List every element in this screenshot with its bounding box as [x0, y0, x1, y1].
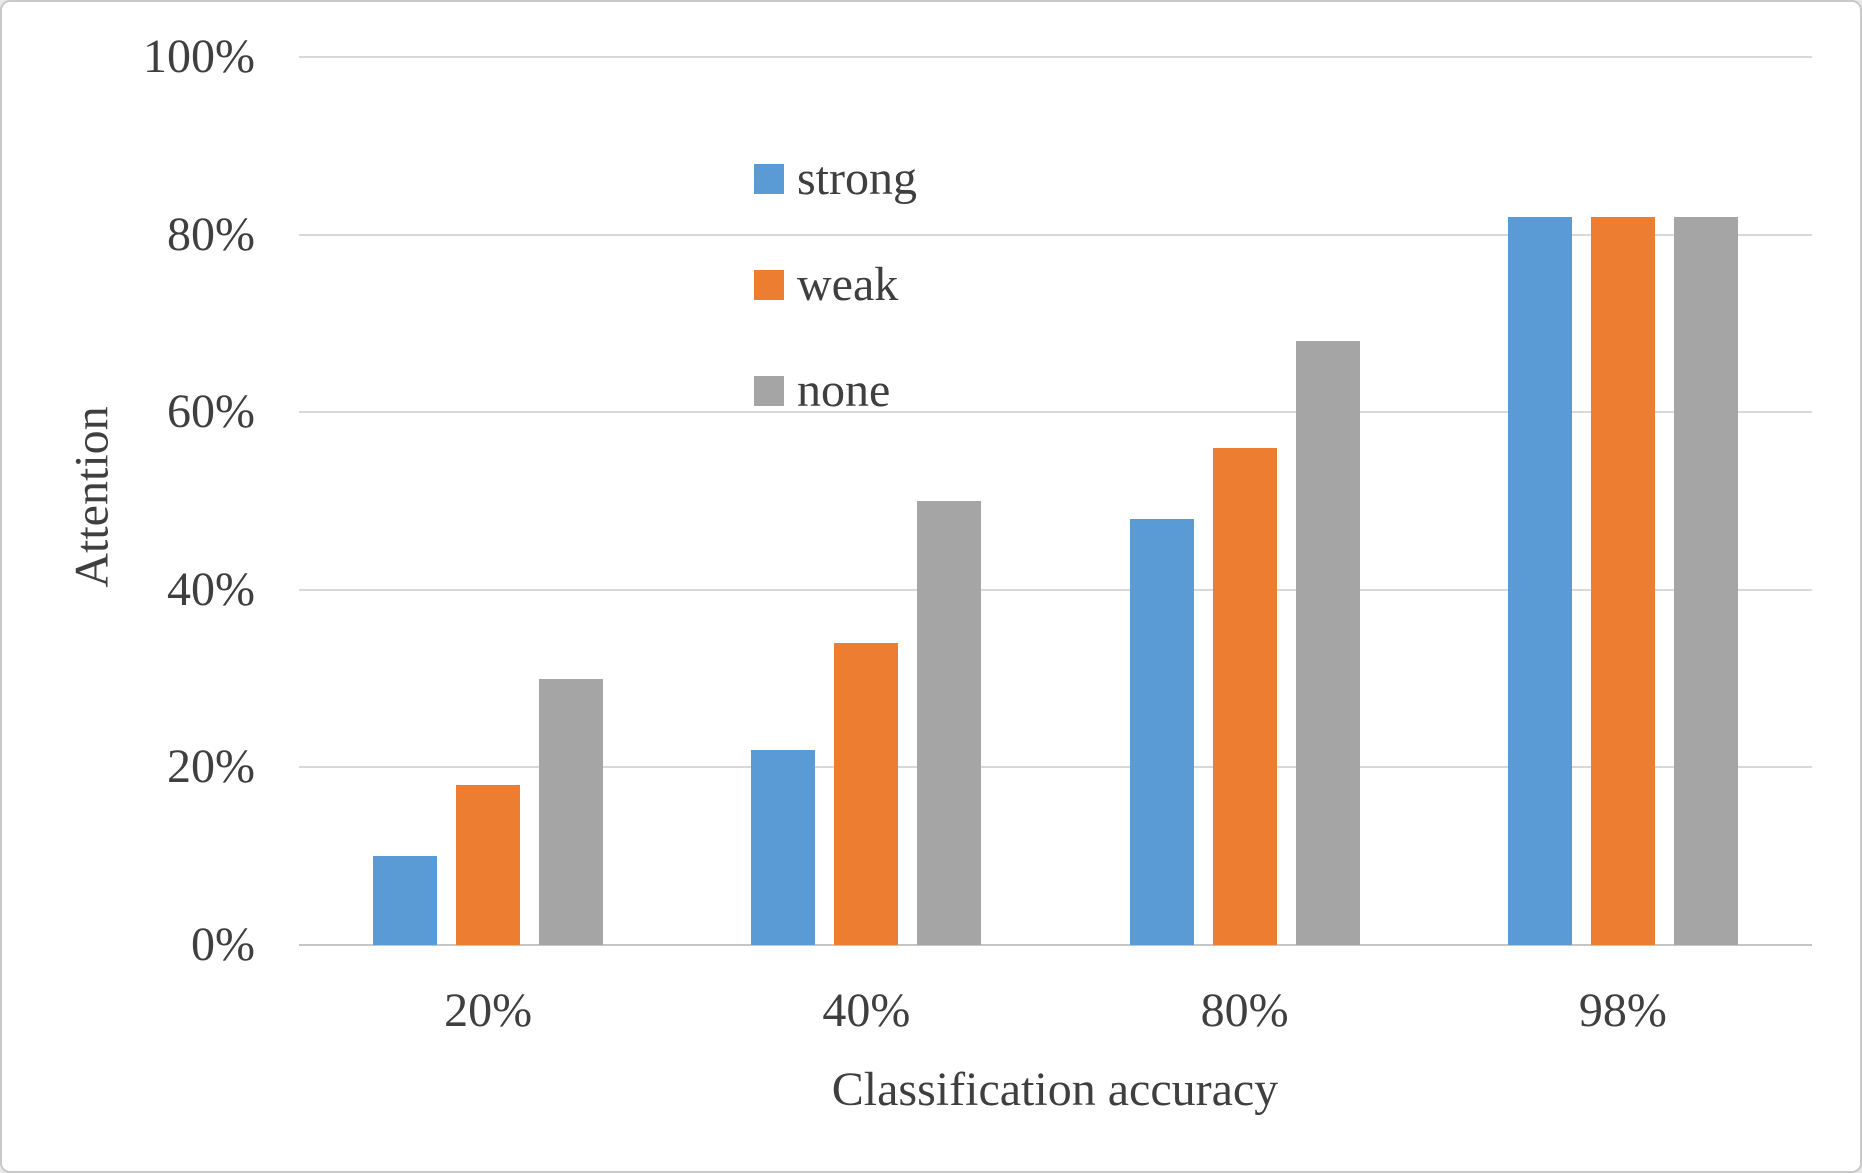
gridline-60 — [299, 411, 1812, 414]
bar-group-20% — [299, 57, 677, 945]
y-tick-label: 40% — [167, 562, 255, 616]
bar-none-40% — [917, 501, 982, 945]
legend-label-strong: strong — [797, 152, 917, 205]
bar-group-40% — [677, 57, 1055, 945]
gridline-0 — [299, 944, 1812, 946]
legend: strong weak none — [754, 155, 917, 415]
bar-strong-20% — [373, 856, 438, 945]
bar-weak-20% — [456, 785, 521, 945]
plot-area: strong weak none — [299, 56, 1812, 946]
gridline-100 — [299, 56, 1812, 58]
x-axis-tick-labels: 20% 40% 80% 98% — [299, 987, 1812, 1035]
x-tick-label-40%: 40% — [822, 984, 911, 1037]
legend-swatch-strong-icon — [754, 164, 784, 194]
bar-strong-40% — [751, 749, 816, 945]
bar-group-80% — [1056, 57, 1434, 945]
gridline-20 — [299, 766, 1812, 769]
bar-none-20% — [539, 678, 604, 945]
y-tick-label: 20% — [167, 740, 255, 794]
y-tick-label: 80% — [167, 207, 255, 261]
legend-swatch-weak-icon — [754, 270, 784, 300]
y-tick-label: 60% — [167, 385, 255, 439]
x-tick-label-80%: 80% — [1200, 984, 1289, 1037]
bar-strong-80% — [1129, 518, 1194, 945]
bar-none-80% — [1295, 341, 1360, 945]
x-axis-title: Classification accuracy — [831, 1063, 1279, 1116]
y-axis-tick-labels: 0% 20% 40% 60% 80% 100% — [2, 33, 255, 969]
bar-none-98% — [1673, 216, 1738, 945]
x-tick-label-20%: 20% — [444, 984, 533, 1037]
legend-label-weak: weak — [797, 258, 899, 311]
gridline-80 — [299, 233, 1812, 236]
y-tick-label: 100% — [143, 30, 255, 83]
bar-weak-40% — [834, 643, 899, 945]
bar-groups — [299, 57, 1812, 945]
gridline-40 — [299, 588, 1812, 591]
bar-strong-98% — [1507, 216, 1572, 945]
legend-item-strong: strong — [754, 155, 917, 203]
legend-label-none: none — [797, 364, 891, 417]
legend-swatch-none-icon — [754, 376, 784, 406]
bar-weak-98% — [1590, 216, 1655, 945]
y-tick-label: 0% — [191, 918, 255, 971]
legend-item-none: none — [754, 367, 917, 415]
legend-item-weak: weak — [754, 261, 917, 309]
x-tick-label-98%: 98% — [1578, 984, 1667, 1037]
bar-weak-80% — [1212, 447, 1277, 945]
bar-group-98% — [1434, 57, 1812, 945]
